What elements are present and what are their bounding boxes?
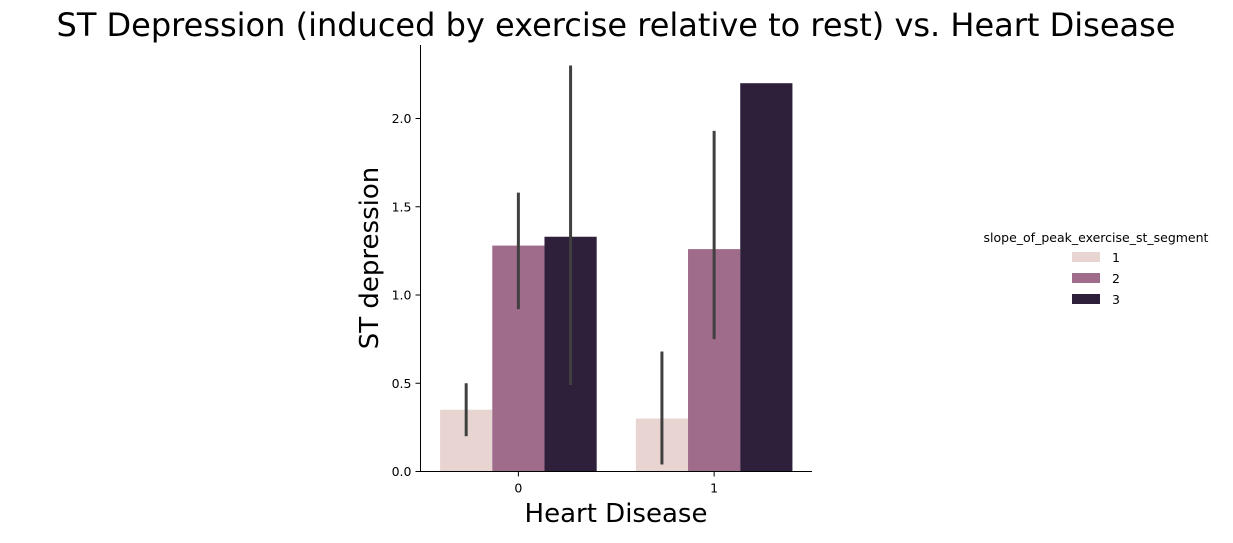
legend-label: 3: [1112, 292, 1120, 307]
legend-swatch: [1072, 294, 1100, 304]
y-axis-label: ST depression: [355, 167, 385, 349]
y-tick-label: 1.0: [392, 288, 412, 303]
legend-swatch: [1072, 252, 1100, 262]
legend-label: 2: [1112, 271, 1120, 286]
bar-cat1-series3: [740, 83, 793, 472]
legend-item-3: 3: [1072, 292, 1120, 307]
legend-item-2: 2: [1072, 271, 1120, 286]
legend-label: 1: [1112, 250, 1120, 265]
y-tick-label: 0.5: [392, 376, 412, 391]
errorbars-layer: [464, 65, 716, 465]
y-ticks-layer: 0.0 0.5 1.0 1.5 2.0: [392, 111, 421, 479]
legend-items: 1 2 3: [1072, 250, 1120, 307]
legend-swatch: [1072, 273, 1100, 283]
legend: slope_of_peak_exercise_st_segment 1 2 3: [984, 230, 1209, 307]
bars-layer: [440, 83, 793, 472]
legend-title: slope_of_peak_exercise_st_segment: [984, 230, 1209, 245]
x-tick-label: 0: [514, 481, 522, 496]
legend-item-1: 1: [1072, 250, 1120, 265]
y-tick-label: 1.5: [392, 199, 412, 214]
chart-title: ST Depression (induced by exercise relat…: [57, 6, 1176, 44]
y-tick-label: 2.0: [392, 111, 412, 126]
x-axis-label: Heart Disease: [525, 499, 708, 529]
y-tick-label: 0.0: [392, 464, 412, 479]
x-tick-label: 1: [710, 481, 718, 496]
